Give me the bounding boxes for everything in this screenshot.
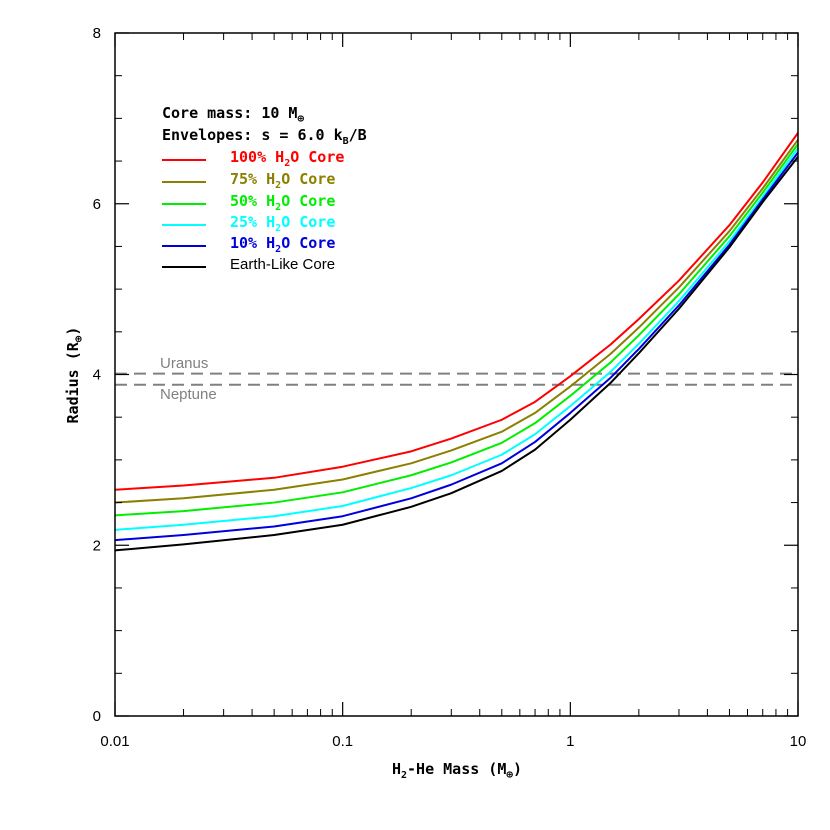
legend-label-25: 25% H2O Core (230, 213, 335, 234)
uranus-label: Uranus (160, 355, 208, 372)
core-mass-annotation: Core mass: 10 M⊕ (162, 104, 304, 125)
ticks: 0.01 0.1 1 10 0 2 4 6 8 (93, 25, 807, 750)
series-curves (114, 132, 799, 552)
x-axis-title: H2-He Mass (M⊕) (392, 760, 522, 781)
series-line-1 (114, 139, 799, 504)
legend-label-75: 75% H2O Core (230, 170, 335, 191)
x-tick-label: 0.01 (100, 733, 129, 750)
legend-label-10: 10% H2O Core (230, 234, 335, 255)
envelopes-annotation: Envelopes: s = 6.0 kB/B (162, 126, 367, 147)
reference-lines (115, 372, 798, 386)
y-tick-label: 2 (93, 537, 101, 554)
legend-label-100: 100% H2O Core (230, 148, 344, 169)
y-tick-label: 0 (93, 708, 101, 725)
x-tick-label: 10 (790, 733, 807, 750)
y-tick-label: 8 (93, 25, 101, 42)
y-tick-label: 4 (93, 367, 101, 384)
legend-label-earth: Earth-Like Core (230, 256, 335, 273)
legend: 100% H2O Core 75% H2O Core 50% H2O Core … (162, 148, 344, 273)
series-line-5 (114, 156, 799, 552)
neptune-label: Neptune (160, 386, 217, 403)
legend-label-50: 50% H2O Core (230, 192, 335, 213)
x-tick-label: 0.1 (332, 733, 353, 750)
series-line-2 (114, 143, 799, 517)
series-line-4 (114, 151, 799, 542)
series-line-0 (114, 132, 799, 491)
y-tick-label: 6 (93, 196, 101, 213)
x-tick-label: 1 (566, 733, 574, 750)
y-axis-title: Radius (R⊕) (64, 327, 85, 424)
series-line-3 (114, 147, 799, 531)
